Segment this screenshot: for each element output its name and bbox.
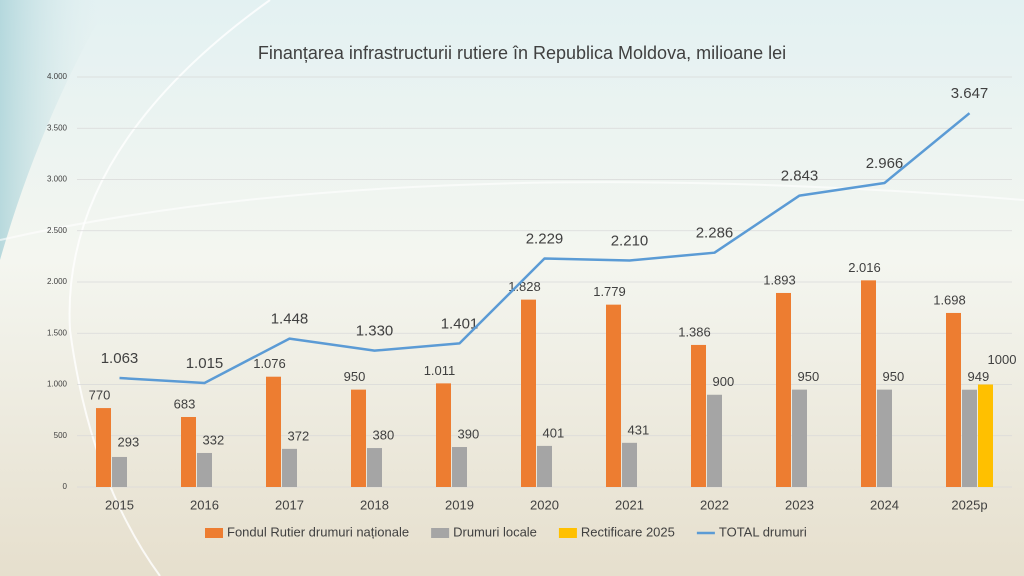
bar (351, 389, 366, 487)
decor (0, 0, 110, 260)
data-label: 900 (713, 374, 735, 389)
bar (877, 389, 892, 487)
y-tick-label: 3.500 (47, 123, 68, 132)
bar (96, 408, 111, 487)
y-tick-label: 0 (63, 482, 68, 491)
bar (197, 452, 212, 487)
bar (707, 394, 722, 487)
data-label: 949 (968, 369, 990, 384)
y-tick-label: 3.000 (47, 175, 68, 184)
x-tick-label: 2020 (530, 497, 559, 512)
x-tick-label: 2017 (275, 497, 304, 512)
data-label: 2.966 (866, 155, 904, 172)
bar (691, 344, 706, 487)
bar (978, 384, 993, 487)
decor-curve (68, 0, 271, 576)
data-label: 1.015 (186, 355, 224, 372)
data-label: 683 (174, 396, 196, 411)
y-tick-label: 500 (54, 431, 68, 440)
legend-label: Fondul Rutier drumuri naționale (227, 524, 409, 539)
data-label: 390 (458, 426, 480, 441)
data-label: 1.828 (508, 279, 541, 294)
plot-area: 0 500 1.000 1.500 2.000 2.500 3.000 3.500 4.000 2… (47, 72, 1016, 539)
bar (367, 448, 382, 487)
y-tick-label: 2.000 (47, 277, 68, 286)
bar (282, 448, 297, 487)
bar (962, 389, 977, 487)
y-tick-label: 4.000 (47, 72, 68, 81)
data-label: 2.210 (611, 232, 649, 249)
legend-swatch (558, 528, 577, 538)
x-tick-label: 2016 (190, 497, 219, 512)
data-label: 1.330 (356, 323, 394, 340)
data-label: 2.229 (526, 230, 564, 247)
data-label: 431 (628, 422, 650, 437)
chart-title: Finanțarea infrastructurii rutiere în Re… (258, 43, 786, 63)
bar (266, 376, 281, 487)
legend-swatch (431, 528, 450, 538)
x-tick-label: 2015 (105, 497, 134, 512)
legend-label: Rectificare 2025 (581, 524, 675, 539)
bar (622, 442, 637, 487)
bar (537, 445, 552, 487)
x-tick-label: 2023 (785, 497, 814, 512)
data-label: 950 (883, 369, 905, 384)
data-label: 1.448 (271, 311, 309, 328)
data-label: 332 (203, 432, 225, 447)
data-label: 950 (798, 369, 820, 384)
bar (112, 456, 127, 487)
data-label: 1.063 (101, 350, 139, 367)
data-label: 2.843 (781, 168, 819, 185)
data-label: 1000 (988, 352, 1017, 367)
data-label: 293 (118, 434, 140, 449)
bar (946, 312, 961, 487)
legend-label: TOTAL drumuri (719, 524, 807, 539)
bar (792, 389, 807, 487)
data-label: 770 (89, 388, 111, 403)
x-tick-label: 2025p (951, 497, 987, 512)
data-label: 1.401 (441, 315, 479, 332)
x-tick-label: 2021 (615, 497, 644, 512)
legend-swatch (205, 528, 223, 538)
bar (181, 416, 196, 487)
data-label: 1.386 (678, 324, 711, 339)
x-tick-label: 2022 (700, 497, 729, 512)
x-tick-label: 2019 (445, 497, 474, 512)
data-label: 1.893 (763, 272, 796, 287)
data-label: 1.076 (253, 356, 286, 371)
y-tick-label: 1.000 (47, 380, 68, 389)
data-label: 1.779 (593, 284, 626, 299)
line (119, 112, 971, 385)
data-label: 2.286 (696, 225, 734, 242)
legend-label: Drumuri locale (453, 524, 537, 539)
bar (452, 447, 467, 487)
bar (776, 292, 791, 487)
data-label: 1.698 (933, 292, 966, 307)
bar (606, 304, 621, 487)
data-label: 372 (288, 428, 310, 443)
bar (521, 299, 536, 487)
data-label: 950 (344, 369, 366, 384)
x-tick-label: 2024 (870, 497, 899, 512)
data-label: 3.647 (951, 85, 989, 102)
data-label: 1.011 (424, 363, 456, 378)
data-label: 401 (543, 425, 565, 440)
data-label: 2.016 (848, 260, 881, 275)
legend: Fondul Rutier drumuri naționale Drumuri l… (205, 524, 807, 539)
bar (436, 383, 451, 487)
data-label: 380 (373, 427, 395, 442)
y-tick-label: 2.500 (47, 226, 68, 235)
bar (861, 280, 876, 487)
x-tick-label: 2018 (360, 497, 389, 512)
y-tick-label: 1.500 (47, 328, 68, 337)
